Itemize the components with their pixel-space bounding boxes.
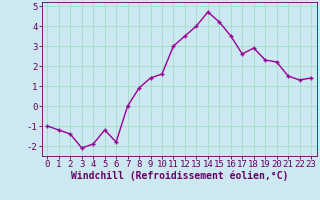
X-axis label: Windchill (Refroidissement éolien,°C): Windchill (Refroidissement éolien,°C) xyxy=(70,171,288,181)
